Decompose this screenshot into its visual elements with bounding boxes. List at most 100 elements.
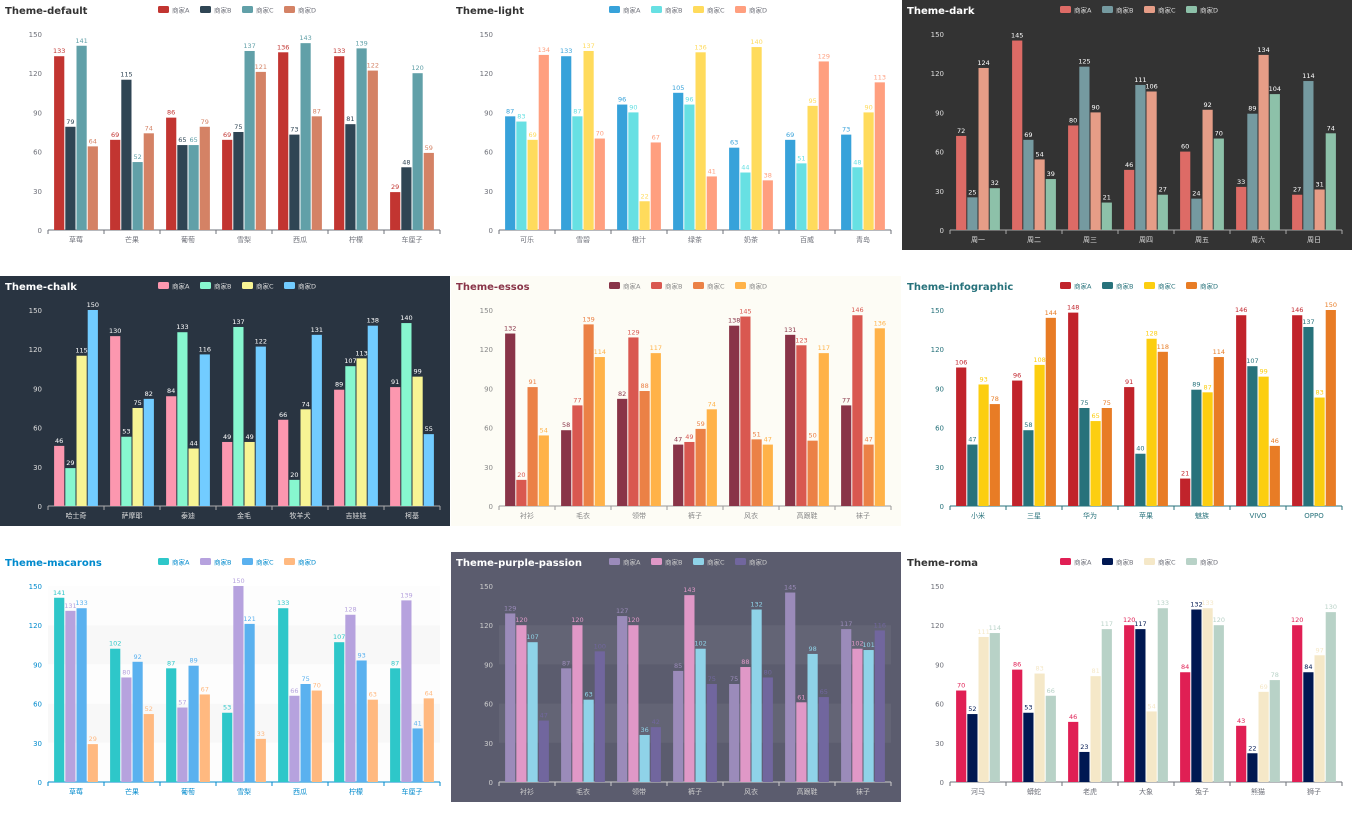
legend-swatch [284,558,295,565]
data-label: 74 [301,400,309,408]
x-tick-label: 周三 [1083,236,1097,244]
bar [1202,608,1213,782]
y-tick-label: 30 [935,188,944,196]
y-tick-label: 120 [480,622,493,630]
y-tick-label: 150 [931,307,944,315]
y-tick-label: 60 [484,701,493,709]
bar [390,192,401,230]
bar [628,337,639,506]
data-label: 84 [1181,663,1189,671]
data-label: 79 [66,118,74,126]
data-label: 120 [571,616,583,624]
data-label: 84 [1304,663,1312,671]
legend-label: 商家C [707,558,725,567]
legend-label: 商家D [1200,282,1218,291]
data-label: 87 [313,107,321,115]
split-area [48,703,440,743]
legend-label: 商家B [1116,6,1133,15]
bar [401,167,412,230]
legend-swatch [1102,6,1113,13]
bar [516,625,527,782]
bar [852,167,863,230]
bar [334,389,345,506]
x-tick-label: 领带 [632,511,646,520]
bar [390,668,401,782]
data-label: 133 [1201,599,1213,607]
legend-swatch [735,282,746,289]
chart-svg: 0 30 60 90 120 150 周一 周二 周三 周四 周五 周六 周日 72 145 80 46 60 33… [902,0,1352,250]
data-label: 104 [1269,85,1281,93]
data-label: 143 [683,586,695,594]
legend-label: 商家C [1158,6,1176,15]
bar [874,630,885,782]
bar [650,353,661,506]
bar [423,434,434,506]
legend-label: 商家A [1074,282,1092,291]
legend-label: 商家C [256,282,274,291]
bar [1068,312,1079,506]
data-label: 107 [1246,357,1258,365]
x-tick-label: 柠檬 [349,787,363,796]
bar [1124,625,1135,782]
data-label: 99 [1259,368,1267,376]
data-label: 89 [1192,381,1200,389]
bar [311,690,322,782]
data-label: 47 [540,712,548,720]
bar [956,135,967,230]
bar [818,353,829,506]
legend-label: 商家B [214,282,231,291]
data-label: 73 [290,126,298,134]
data-label: 79 [201,118,209,126]
bar [423,698,434,782]
bar [1124,169,1135,230]
chart-title: Theme-chalk [5,282,77,293]
y-tick-label: 120 [29,622,42,630]
bar [796,163,807,230]
bar [177,707,188,782]
y-tick-label: 60 [935,701,944,709]
legend-label: 商家D [749,282,767,291]
bar [978,67,989,231]
data-label: 108 [1033,356,1045,364]
legend-label: 商家B [1116,558,1133,567]
x-tick-label: 萨摩耶 [122,511,143,520]
y-tick-label: 150 [29,583,42,591]
data-label: 69 [1259,683,1267,691]
bar [572,405,583,506]
y-tick-label: 120 [29,70,42,78]
chart-panel-chalk: 0 30 60 90 120 150 哈士奇 萨摩耶 泰迪 金毛 牧羊犬 吉娃娃 柯基 46 130 84 49… [0,276,450,526]
data-label: 134 [1257,46,1269,54]
legend-label: 商家B [665,6,682,15]
x-tick-label: 大象 [1139,787,1153,796]
bar [729,147,740,230]
bar [594,138,605,230]
bar [1325,133,1336,230]
data-label: 65 [820,688,828,696]
bar [863,112,874,230]
chart-svg: 0 30 60 90 120 150 小米 三星 华为 苹果 魅族 VIVO OPPO 106 96 148 9… [902,276,1352,526]
bar [538,435,549,506]
data-label: 54 [540,426,548,434]
data-label: 113 [355,349,367,357]
bar [1202,392,1213,506]
y-tick-label: 60 [484,149,493,157]
bar [1012,669,1023,782]
y-tick-label: 120 [931,70,944,78]
bar [1269,680,1280,782]
data-label: 98 [808,645,816,653]
data-label: 52 [145,705,153,713]
data-label: 137 [582,42,594,50]
data-label: 47 [764,436,772,444]
data-label: 118 [1157,343,1169,351]
split-area [499,625,891,665]
legend-swatch [1144,6,1155,13]
bar [222,712,233,782]
chart-svg: 0 30 60 90 120 150 草莓 芒果 葡萄 雪梨 西瓜 柠檬 车厘子 141 102 87 53 13… [0,552,450,802]
data-label: 150 [87,301,99,309]
bar [1202,109,1213,230]
bar [695,52,706,230]
bar [311,334,322,506]
bar [863,444,874,506]
bar [762,444,773,506]
